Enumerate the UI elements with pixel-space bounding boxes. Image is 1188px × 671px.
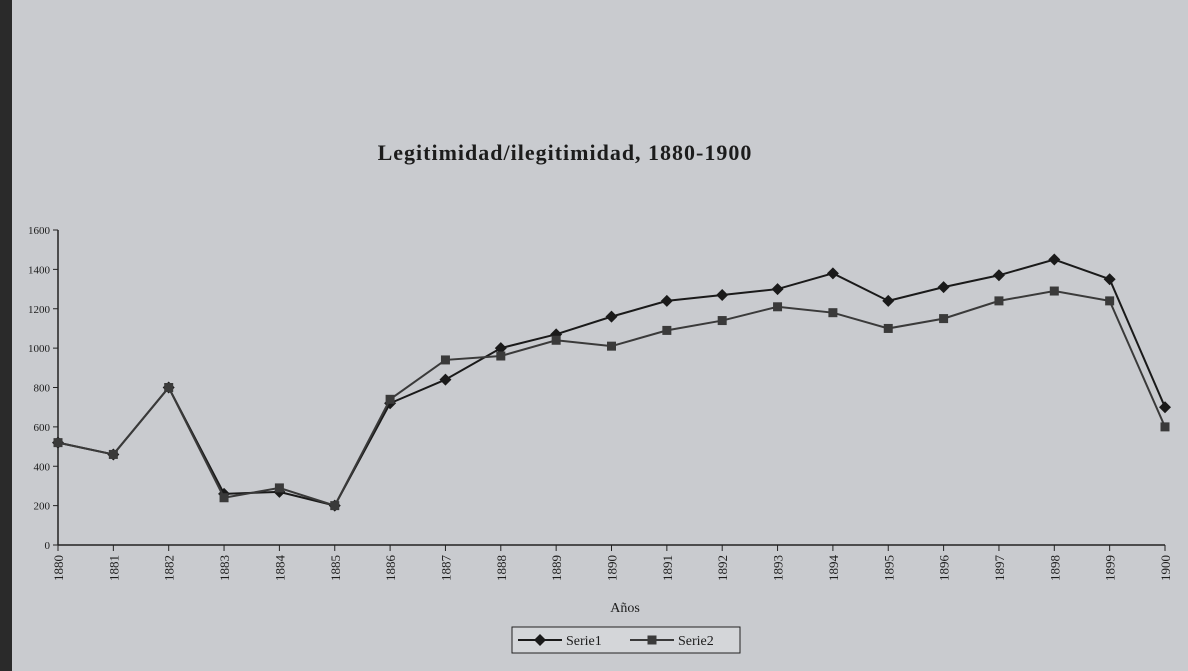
x-tick-label: 1883 bbox=[217, 555, 232, 581]
point bbox=[826, 267, 839, 280]
point bbox=[1105, 296, 1115, 306]
point bbox=[882, 294, 895, 307]
x-tick-label: 1886 bbox=[383, 555, 398, 582]
series-line bbox=[57, 290, 1166, 507]
legend-label: Serie1 bbox=[566, 634, 602, 649]
point bbox=[551, 335, 561, 345]
point bbox=[883, 323, 893, 333]
x-tick-label: 1890 bbox=[605, 555, 620, 581]
x-tick-label: 1893 bbox=[771, 555, 786, 581]
chart-title: Legitimidad/ilegitimidad, 1880-1900 bbox=[378, 140, 753, 165]
point bbox=[274, 483, 284, 493]
photo-edge bbox=[0, 0, 12, 671]
x-tick-label: 1897 bbox=[992, 555, 1007, 582]
point bbox=[219, 493, 229, 503]
y-tick-label: 200 bbox=[34, 501, 51, 513]
x-tick-label: 1894 bbox=[826, 555, 841, 582]
y-tick-label: 1000 bbox=[28, 343, 51, 355]
legend-label: Serie2 bbox=[678, 634, 714, 649]
point bbox=[534, 634, 546, 646]
point bbox=[1160, 422, 1170, 432]
point bbox=[994, 296, 1004, 306]
y-tick-label: 1200 bbox=[28, 304, 51, 316]
x-tick-label: 1882 bbox=[162, 555, 177, 581]
point bbox=[1159, 401, 1171, 414]
point bbox=[330, 501, 340, 511]
point bbox=[496, 351, 506, 361]
y-tick-label: 0 bbox=[45, 540, 51, 552]
y-tick-label: 800 bbox=[34, 383, 51, 395]
point bbox=[828, 308, 838, 318]
point bbox=[1048, 253, 1061, 266]
x-tick-label: 1885 bbox=[328, 555, 343, 581]
x-axis-label: Años bbox=[610, 601, 640, 616]
x-tick-label: 1898 bbox=[1047, 555, 1062, 581]
x-tick-label: 1899 bbox=[1103, 555, 1118, 581]
point bbox=[716, 288, 729, 301]
point bbox=[1049, 286, 1059, 296]
point bbox=[939, 314, 949, 324]
x-tick-label: 1880 bbox=[51, 555, 66, 581]
point bbox=[605, 310, 618, 323]
point bbox=[992, 269, 1005, 282]
point bbox=[1103, 273, 1116, 286]
x-tick-label: 1900 bbox=[1158, 555, 1173, 581]
point bbox=[937, 281, 950, 294]
point bbox=[662, 325, 672, 335]
x-tick-label: 1896 bbox=[937, 555, 952, 582]
point bbox=[773, 302, 783, 312]
point bbox=[439, 373, 452, 386]
point bbox=[647, 635, 657, 645]
point bbox=[494, 342, 507, 355]
y-tick-label: 1400 bbox=[28, 264, 51, 276]
point bbox=[53, 438, 63, 448]
point bbox=[771, 283, 784, 296]
y-tick-label: 600 bbox=[34, 422, 51, 434]
point bbox=[607, 341, 616, 351]
x-tick-label: 1888 bbox=[494, 555, 509, 581]
x-tick-label: 1881 bbox=[106, 555, 121, 581]
x-tick-label: 1895 bbox=[881, 555, 896, 581]
y-tick-label: 1600 bbox=[28, 225, 51, 237]
x-tick-label: 1891 bbox=[660, 555, 675, 581]
point bbox=[164, 383, 174, 392]
x-tick-label: 1887 bbox=[438, 555, 453, 582]
y-tick-label: 400 bbox=[34, 461, 51, 473]
x-tick-label: 1884 bbox=[272, 555, 287, 582]
x-tick-label: 1892 bbox=[715, 555, 730, 581]
point bbox=[440, 355, 450, 365]
point bbox=[660, 294, 673, 307]
point bbox=[385, 394, 395, 404]
x-tick-label: 1889 bbox=[549, 555, 564, 581]
point bbox=[717, 316, 727, 326]
point bbox=[108, 449, 118, 459]
